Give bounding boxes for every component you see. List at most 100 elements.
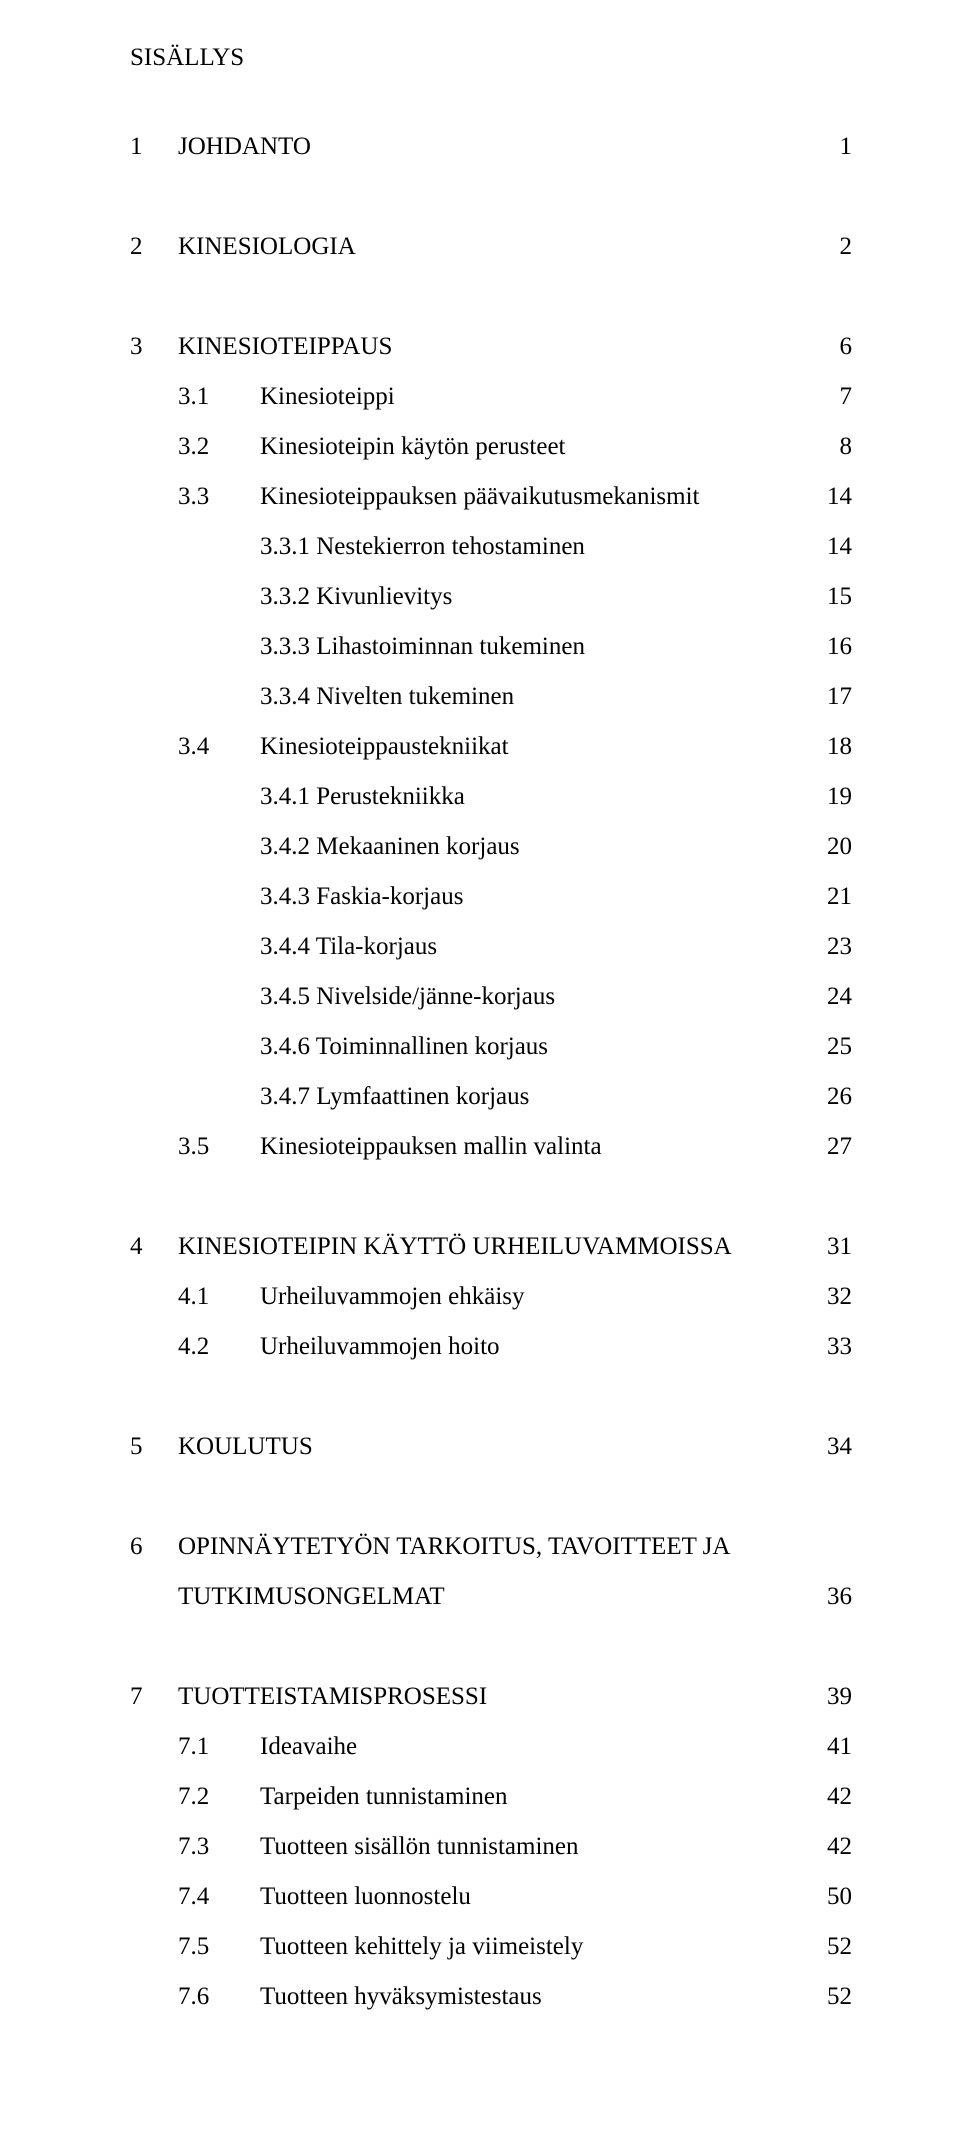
toc-entry-text: TUOTTEISTAMISPROSESSI [178, 1672, 497, 1722]
toc-entry: 7.1Ideavaihe41 [130, 1722, 852, 1772]
toc-entry-label: 7.4Tuotteen luonnostelu [178, 1872, 816, 1922]
toc-entry-label: 7.3Tuotteen sisällön tunnistaminen [178, 1822, 816, 1872]
toc-entry-text: Kinesioteippi [260, 372, 405, 422]
toc-entry-page: 27 [816, 1122, 852, 1172]
toc-entry-label: 2KINESIOLOGIA [130, 222, 816, 272]
toc-entry-page: 24 [816, 972, 852, 1022]
toc-entry-label: 3.2Kinesioteipin käytön perusteet [178, 422, 816, 472]
toc-entry-page: 42 [816, 1772, 852, 1822]
toc-block: 1JOHDANTO1 [130, 122, 852, 172]
toc-entry-label: 3.3.3 Lihastoiminnan tukeminen [260, 622, 816, 672]
toc-entry-number: 7.2 [178, 1772, 260, 1822]
toc-entry: 4.2Urheiluvammojen hoito33 [130, 1322, 852, 1372]
toc-entry-text: Tuotteen luonnostelu [260, 1872, 481, 1922]
toc-entry: 7TUOTTEISTAMISPROSESSI39 [130, 1672, 852, 1722]
toc-entry-text: Tuotteen sisällön tunnistaminen [260, 1822, 589, 1872]
toc-entry-number: 3 [130, 322, 178, 372]
toc-entry-page: 17 [816, 672, 852, 722]
toc-entry-page: 50 [816, 1872, 852, 1922]
toc-entry-text: JOHDANTO [178, 122, 321, 172]
toc-entry-page: 25 [816, 1022, 852, 1072]
toc-entry-label: 4.2Urheiluvammojen hoito [178, 1322, 816, 1372]
toc-entry-page: 39 [816, 1672, 852, 1722]
toc-entry: 3KINESIOTEIPPAUS6 [130, 322, 852, 372]
toc-entry-page: 16 [816, 622, 852, 672]
toc-entry-text: Urheiluvammojen ehkäisy [260, 1272, 535, 1322]
toc-entry-page: 14 [816, 472, 852, 522]
toc-entry: 4.1Urheiluvammojen ehkäisy32 [130, 1272, 852, 1322]
toc-entry-number: 7 [130, 1672, 178, 1722]
toc-entry-label: 3.4.4 Tila-korjaus [260, 922, 816, 972]
toc-entry-text: Urheiluvammojen hoito [260, 1322, 510, 1372]
toc-entry-text: Tuotteen kehittely ja viimeistely [260, 1922, 593, 1972]
toc-entry-text: KOULUTUS [178, 1422, 323, 1472]
toc-entry-page: 19 [816, 772, 852, 822]
toc-entry: 7.6Tuotteen hyväksymistestaus52 [130, 1972, 852, 2022]
toc-entry-page: 41 [816, 1722, 852, 1772]
toc-entry-number: 3.1 [178, 372, 260, 422]
toc-entry-label: 7.6Tuotteen hyväksymistestaus [178, 1972, 816, 2022]
toc-entry-number: 2 [130, 222, 178, 272]
toc-block: 7TUOTTEISTAMISPROSESSI397.1Ideavaihe417.… [130, 1672, 852, 2022]
toc-entry-text: 3.4.1 Perustekniikka [260, 772, 475, 822]
toc-entry-page: 2 [816, 222, 852, 272]
toc-entry: 3.4Kinesioteippaustekniikat 18 [130, 722, 852, 772]
toc-entry: 7.3Tuotteen sisällön tunnistaminen42 [130, 1822, 852, 1872]
toc-entry-page: 21 [816, 872, 852, 922]
toc-entry-label: 7.5Tuotteen kehittely ja viimeistely [178, 1922, 816, 1972]
toc-entry-label: 3.4.1 Perustekniikka [260, 772, 816, 822]
toc-entry-text: 3.3.4 Nivelten tukeminen [260, 672, 524, 722]
toc-entry-number: 6 [130, 1522, 178, 1572]
toc-entry-number: 3.4 [178, 722, 260, 772]
toc-entry: 2KINESIOLOGIA2 [130, 222, 852, 272]
toc-entry-text: 3.4.2 Mekaaninen korjaus [260, 822, 530, 872]
toc-entry: 3.4.7 Lymfaattinen korjaus26 [130, 1072, 852, 1122]
toc-entry-label: 3.4.7 Lymfaattinen korjaus [260, 1072, 816, 1122]
toc-entry-label: 5KOULUTUS [130, 1422, 816, 1472]
toc-entry-number: 7.4 [178, 1872, 260, 1922]
toc-entry-page: 52 [816, 1922, 852, 1972]
toc-entry: 3.3.2 Kivunlievitys15 [130, 572, 852, 622]
toc-entry-label: 3.4.5 Nivelside/jänne-korjaus [260, 972, 816, 1022]
toc-entry-page: 18 [816, 722, 852, 772]
toc-entry-text: 3.4.3 Faskia-korjaus [260, 872, 473, 922]
toc-entry-label: 3.3Kinesioteippauksen päävaikutusmekanis… [178, 472, 816, 522]
toc-entry-text: OPINNÄYTETYÖN TARKOITUS, TAVOITTEET JA T… [178, 1522, 816, 1622]
toc-entry: 7.2Tarpeiden tunnistaminen 42 [130, 1772, 852, 1822]
toc-entry: 3.2Kinesioteipin käytön perusteet8 [130, 422, 852, 472]
toc-entry-number: 4 [130, 1222, 178, 1272]
toc-entry-label: 3KINESIOTEIPPAUS [130, 322, 816, 372]
toc-entry-label: 3.3.1 Nestekierron tehostaminen [260, 522, 816, 572]
toc-entry-text: Ideavaihe [260, 1722, 367, 1772]
toc-entry-page: 26 [816, 1072, 852, 1122]
toc-entry-number: 5 [130, 1422, 178, 1472]
toc-entry-text: Kinesioteippaustekniikat [260, 722, 519, 772]
toc-entry-text: Tarpeiden tunnistaminen [260, 1772, 518, 1822]
toc-entry-number: 4.1 [178, 1272, 260, 1322]
toc-entry-page: 6 [816, 322, 852, 372]
toc-entry-page: 15 [816, 572, 852, 622]
toc-entry: 3.4.6 Toiminnallinen korjaus25 [130, 1022, 852, 1072]
toc-entry-page: 36 [816, 1572, 852, 1622]
table-of-contents: 1JOHDANTO12KINESIOLOGIA23KINESIOTEIPPAUS… [130, 122, 852, 2022]
toc-entry-label: 3.3.2 Kivunlievitys [260, 572, 816, 622]
toc-entry-label: 7TUOTTEISTAMISPROSESSI [130, 1672, 816, 1722]
toc-entry-page: 33 [816, 1322, 852, 1372]
toc-entry-number: 7.3 [178, 1822, 260, 1872]
toc-entry-page: 23 [816, 922, 852, 972]
toc-entry: 5KOULUTUS34 [130, 1422, 852, 1472]
toc-entry: 3.3.1 Nestekierron tehostaminen14 [130, 522, 852, 572]
toc-entry-text: 3.3.3 Lihastoiminnan tukeminen [260, 622, 595, 672]
toc-entry: 3.3.4 Nivelten tukeminen 17 [130, 672, 852, 722]
toc-entry-page: 34 [816, 1422, 852, 1472]
toc-entry: 4KINESIOTEIPIN KÄYTTÖ URHEILUVAMMOISSA31 [130, 1222, 852, 1272]
toc-entry: 3.4.4 Tila-korjaus23 [130, 922, 852, 972]
toc-entry-label: 3.5Kinesioteippauksen mallin valinta [178, 1122, 816, 1172]
toc-entry: 7.5Tuotteen kehittely ja viimeistely52 [130, 1922, 852, 1972]
toc-entry-label: 3.4.6 Toiminnallinen korjaus [260, 1022, 816, 1072]
toc-entry-number: 3.2 [178, 422, 260, 472]
toc-entry-label: 3.4.2 Mekaaninen korjaus [260, 822, 816, 872]
toc-entry-page: 20 [816, 822, 852, 872]
toc-entry-page: 31 [816, 1222, 852, 1272]
toc-block: 3KINESIOTEIPPAUS63.1Kinesioteippi73.2Kin… [130, 322, 852, 1172]
